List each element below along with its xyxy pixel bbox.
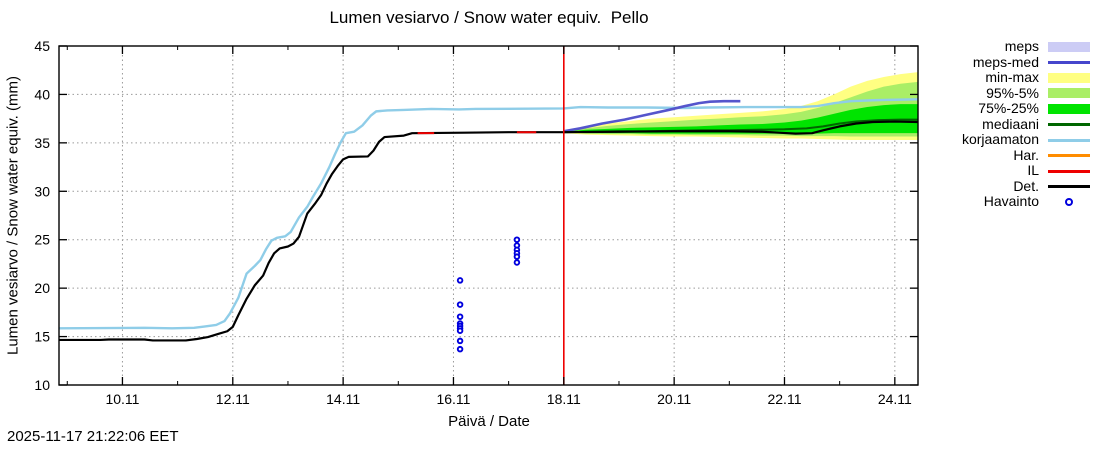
legend-row: mediaani [930, 115, 1090, 133]
line-Det. [59, 120, 919, 342]
x-tick-label: 12.11 [216, 391, 250, 407]
legend-swatch-band [1048, 72, 1090, 84]
legend-swatch-band [1048, 87, 1090, 99]
plot-border [58, 45, 919, 386]
y-tick-label: 25 [34, 232, 50, 248]
y-tick-label: 15 [34, 329, 50, 345]
observation-point [513, 236, 521, 243]
legend-label: korjaamaton [961, 131, 1039, 148]
legend-swatch-point [1048, 196, 1090, 208]
observation-marker-icon [1065, 197, 1073, 206]
x-tick-label: 24.11 [878, 391, 912, 407]
legend-row: Har. [930, 146, 1090, 164]
line-korjaamaton [58, 98, 919, 330]
legend-swatch-line [1048, 149, 1090, 161]
legend-row: meps [930, 39, 1090, 55]
legend-swatch-line [1048, 56, 1090, 68]
timestamp: 2025-11-17 21:22:06 EET [7, 428, 179, 445]
legend-label: 95%-5% [986, 84, 1039, 101]
y-tick-label: 40 [34, 86, 50, 102]
legend-label: Har. [1013, 146, 1039, 163]
x-tick-label: 16.11 [436, 391, 470, 407]
legend-row: min-max [930, 70, 1090, 86]
observation-point [513, 259, 521, 266]
x-tick-label: 18.11 [547, 391, 581, 407]
legend-row: IL [930, 163, 1090, 179]
legend-swatch-line [1048, 118, 1090, 130]
y-axis-label: Lumen vesiarvo / Snow water equiv. (mm) [4, 76, 22, 355]
legend-swatch-line [1048, 134, 1090, 146]
y-tick-label: 45 [34, 38, 50, 54]
y-tick-label: 35 [34, 135, 50, 151]
legend-label: min-max [985, 69, 1039, 86]
observation-point [513, 253, 521, 260]
chart-title: Lumen vesiarvo / Snow water equiv. Pello [329, 8, 649, 27]
legend-swatch-band [1048, 41, 1090, 53]
x-tick-label: 20.11 [657, 391, 691, 407]
legend-label: meps [1004, 38, 1039, 55]
x-tick-label: 22.11 [767, 391, 801, 407]
observation-point [456, 313, 464, 320]
legend-row: korjaamaton [930, 132, 1090, 148]
y-tick-label: 10 [34, 377, 50, 393]
legend-row: 95%-5% [930, 84, 1090, 102]
legend: meps meps-med min-max 95%-5% 75%-25% mediaani… [930, 39, 1090, 210]
legend-label: IL [1027, 162, 1039, 179]
legend-swatch-band [1048, 103, 1090, 115]
legend-row: 75%-25% [930, 101, 1090, 117]
legend-label: Havainto [983, 193, 1039, 210]
legend-row: Det. [930, 177, 1090, 195]
y-tick-label: 20 [34, 280, 50, 296]
legend-swatch-line [1048, 180, 1090, 192]
x-axis-label: Päivä / Date [448, 413, 530, 430]
observation-point [456, 327, 464, 335]
legend-swatch-line [1048, 165, 1090, 177]
observation-point [456, 337, 464, 345]
x-tick-label: 10.11 [105, 391, 139, 407]
legend-label: mediaani [982, 115, 1039, 132]
observation-point [456, 345, 464, 353]
legend-label: meps-med [972, 53, 1039, 70]
legend-row: Havainto [930, 194, 1090, 210]
x-tick-label: 14.11 [326, 391, 360, 407]
observation-point [456, 277, 464, 284]
observation-point [456, 301, 464, 308]
legend-label: Det. [1013, 177, 1039, 194]
legend-row: meps-med [930, 53, 1090, 71]
line-meps-med [563, 99, 741, 133]
legend-label: 75%-25% [978, 100, 1039, 117]
y-tick-label: 30 [34, 183, 50, 199]
